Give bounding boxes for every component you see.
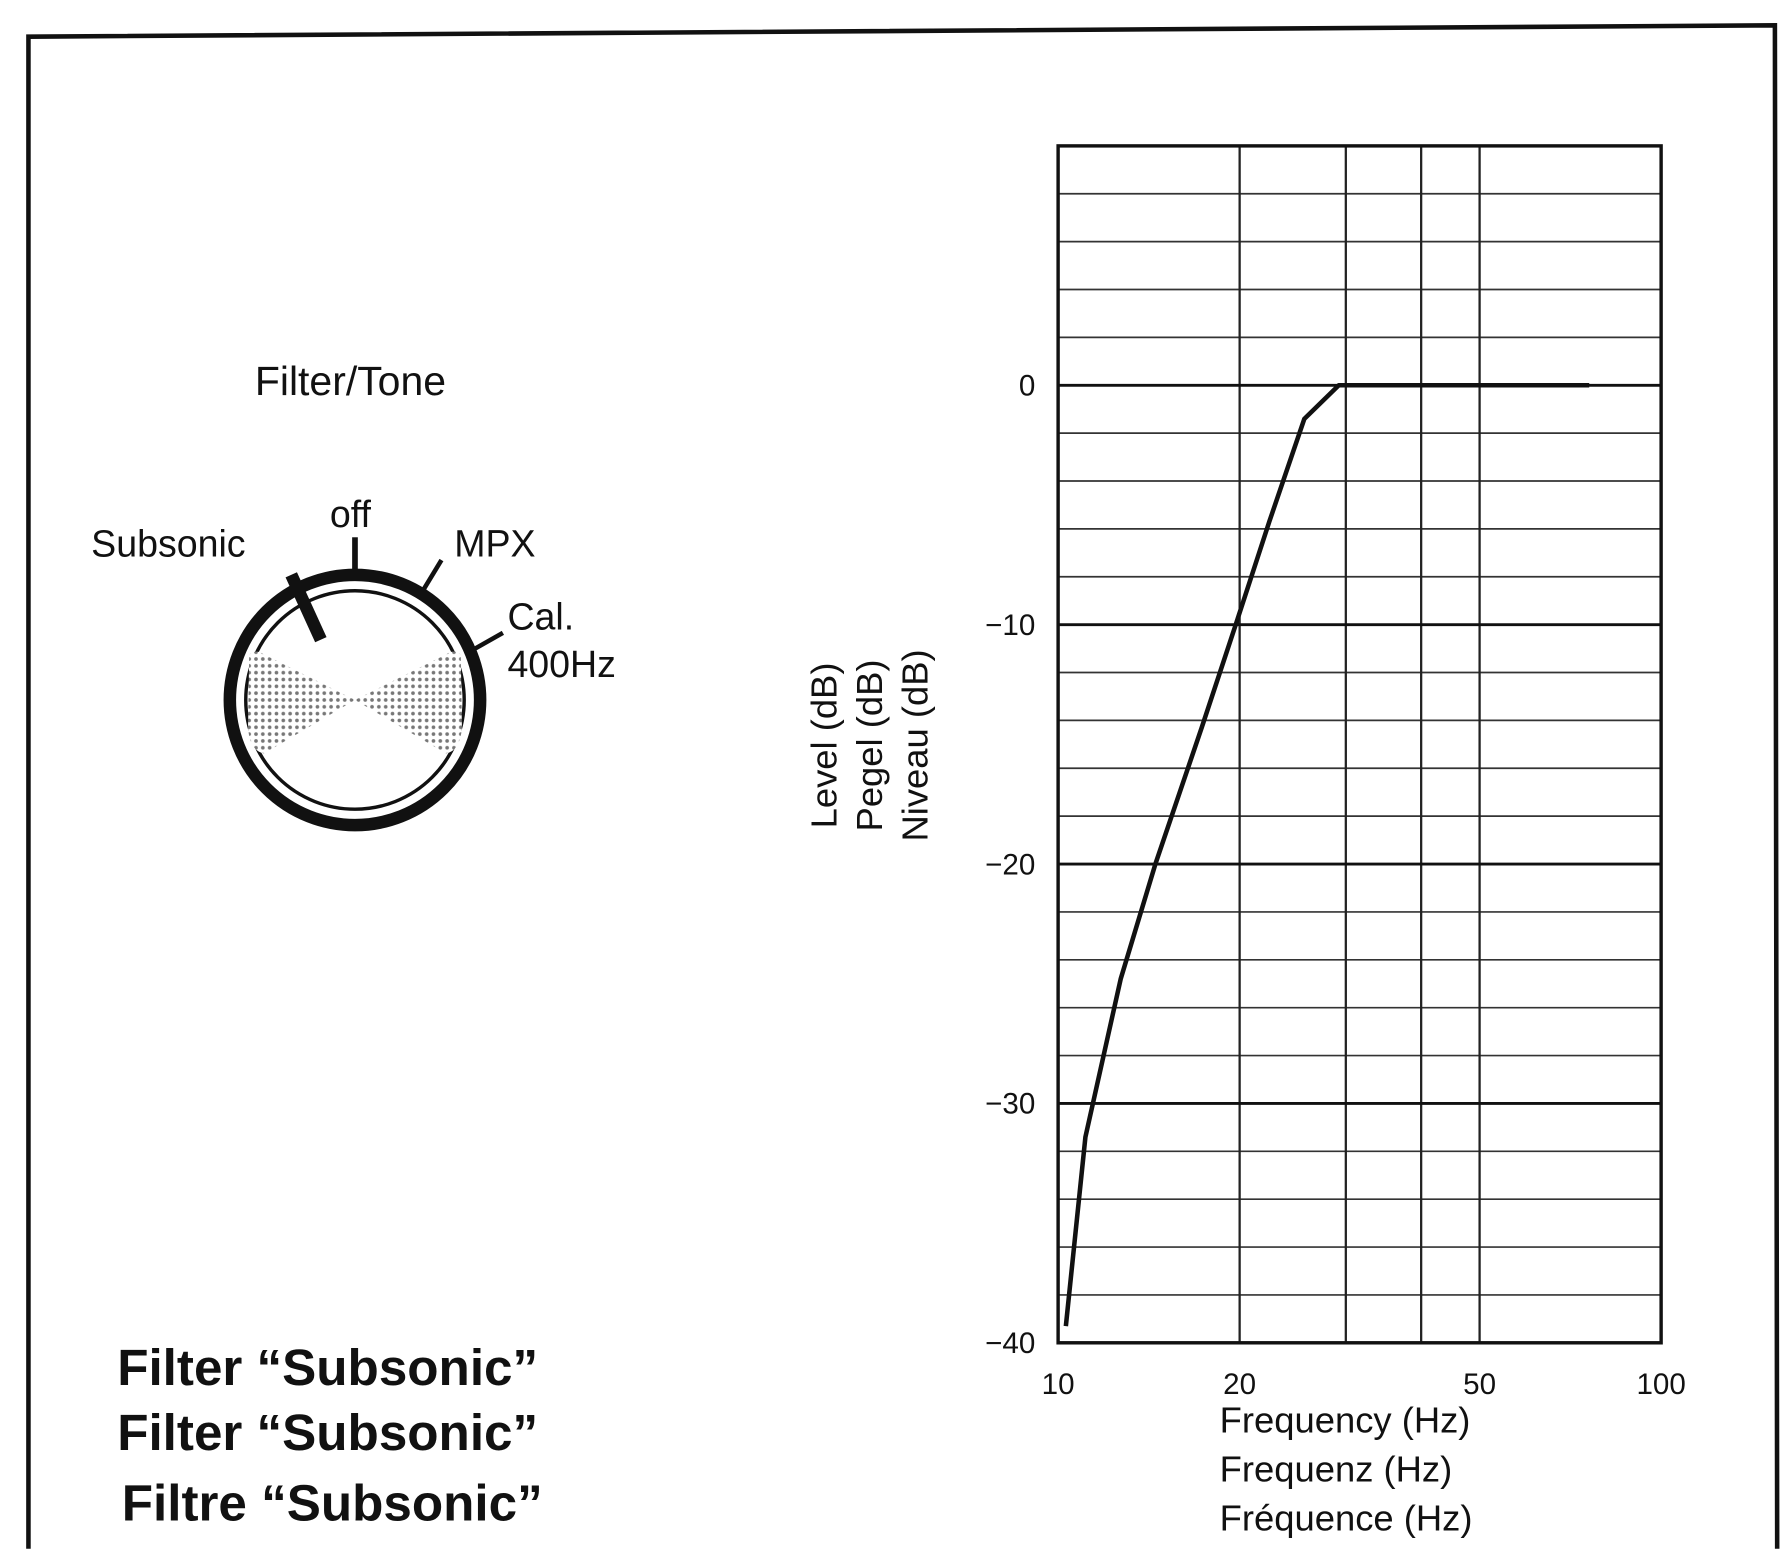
y-tick-label: −10 [985,609,1035,642]
caption: Filter “Subsonic” [117,1404,538,1461]
knob-shade [354,651,462,754]
knob-position: Subsonic [91,523,245,565]
y-axis-label: Level (dB) [803,663,844,829]
captions: Filter “Subsonic” Filter “Subsonic” Filt… [117,1339,542,1531]
y-axis-label: Pegel (dB) [849,660,890,832]
plot-frame [1056,144,1663,1345]
x-axis-label: Frequenz (Hz) [1220,1449,1453,1490]
knob-title: Filter/Tone [255,358,446,404]
knob-position: MPX [454,523,535,565]
caption: Filtre “Subsonic” [122,1474,543,1531]
knob-pointer [285,572,327,643]
x-axis-label: Frequency (Hz) [1220,1400,1471,1441]
y-tick-label: −40 [985,1327,1035,1360]
page-border [26,22,1780,1549]
x-tick-label: 100 [1636,1368,1685,1401]
knob-shade [248,651,355,754]
knob: Filter/Tone Subsonic off MPX Cal. 400Hz [91,358,616,832]
y-tick-label: −20 [985,848,1035,881]
x-tick-label: 20 [1223,1368,1256,1401]
knob-position: 400Hz [507,643,616,685]
x-tick-label: 10 [1042,1368,1075,1401]
x-axis-label: Fréquence (Hz) [1220,1498,1473,1539]
knob-tick [420,558,444,594]
y-tick-label: −30 [985,1088,1035,1121]
caption: Filter “Subsonic” [117,1339,538,1396]
response-curve [1063,382,1590,1327]
x-tick-label: 50 [1463,1368,1496,1401]
y-axis-label: Niveau (dB) [894,649,935,841]
y-tick-label: 0 [1019,370,1035,403]
knob-position: Cal. [507,595,574,637]
knob-position: off [330,493,372,535]
